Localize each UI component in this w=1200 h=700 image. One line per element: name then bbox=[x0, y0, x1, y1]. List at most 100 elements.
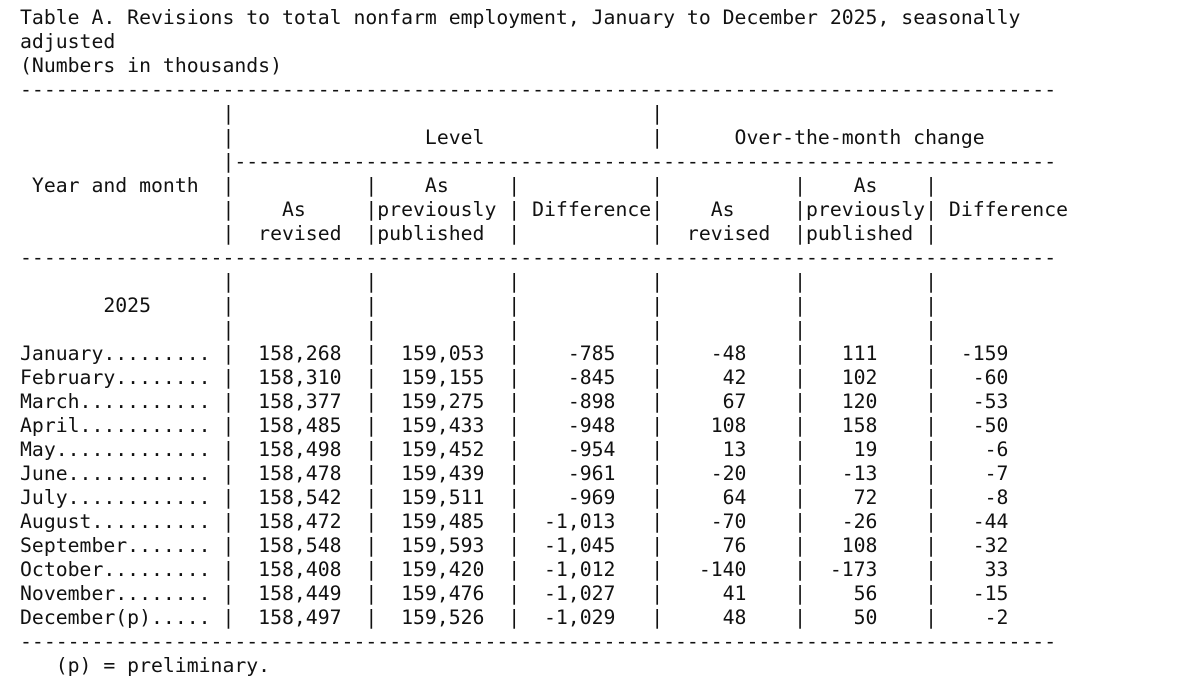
column-divider: | bbox=[508, 222, 521, 245]
column-divider: | bbox=[508, 462, 521, 485]
dot-leader: ..... bbox=[151, 606, 211, 629]
year-label: 2025 bbox=[103, 294, 151, 317]
column-divider: | bbox=[651, 414, 664, 437]
cell-level-as-revised: 158,310 bbox=[258, 366, 342, 389]
cell-level-as-revised: 158,478 bbox=[258, 462, 342, 485]
column-divider: | bbox=[365, 486, 378, 509]
column-divider: | bbox=[222, 342, 235, 365]
cell-otm-as-revised: -140 bbox=[698, 558, 747, 581]
column-divider: | bbox=[508, 414, 521, 437]
cell-level-as-revised: 158,498 bbox=[258, 438, 342, 461]
cell-otm-as-previously-published: 158 bbox=[841, 414, 878, 437]
table-title: Table A. Revisions to total nonfarm empl… bbox=[20, 6, 1021, 29]
cell-otm-as-previously-published: 111 bbox=[841, 342, 878, 365]
column-divider: | bbox=[222, 558, 235, 581]
column-divider: | bbox=[222, 270, 235, 293]
column-divider: | bbox=[651, 462, 664, 485]
header-level-as: As bbox=[424, 174, 449, 197]
cell-level-as-previously-published: 159,439 bbox=[401, 462, 485, 485]
table-title-continued: adjusted bbox=[20, 30, 116, 53]
cell-otm-as-revised: 41 bbox=[722, 582, 747, 605]
column-divider: | bbox=[651, 198, 664, 221]
column-divider: | bbox=[925, 174, 938, 197]
column-divider: | bbox=[925, 414, 938, 437]
row-month-label: August bbox=[20, 510, 92, 533]
cell-level-as-revised: 158,548 bbox=[258, 534, 342, 557]
dot-leader: ........ bbox=[115, 582, 211, 605]
column-divider: | bbox=[508, 510, 521, 533]
column-divider: | bbox=[365, 534, 378, 557]
column-divider: | bbox=[508, 294, 521, 317]
column-divider: | bbox=[222, 462, 235, 485]
cell-level-difference: -1,012 bbox=[543, 558, 616, 581]
column-divider: | bbox=[222, 606, 235, 629]
column-divider: | bbox=[651, 486, 664, 509]
cell-otm-difference: -7 bbox=[984, 462, 1009, 485]
column-divider: | bbox=[925, 606, 938, 629]
header-otm-as-revised: As bbox=[710, 198, 735, 221]
column-divider: | bbox=[365, 198, 378, 221]
column-divider: | bbox=[365, 390, 378, 413]
column-divider: | bbox=[651, 270, 664, 293]
row-month-label: November bbox=[20, 582, 116, 605]
cell-otm-difference: -15 bbox=[972, 582, 1009, 605]
row-month-label: May bbox=[20, 438, 56, 461]
column-divider: | bbox=[508, 270, 521, 293]
dot-leader: ......... bbox=[103, 558, 211, 581]
column-divider: | bbox=[365, 270, 378, 293]
column-divider: | bbox=[651, 558, 664, 581]
column-divider: | bbox=[508, 342, 521, 365]
cell-level-as-previously-published: 159,452 bbox=[401, 438, 485, 461]
column-divider: | bbox=[651, 318, 664, 341]
column-divider: | bbox=[794, 486, 807, 509]
cell-otm-difference: -50 bbox=[972, 414, 1009, 437]
column-divider: | bbox=[365, 510, 378, 533]
horizontal-rule: ----------------------------------------… bbox=[20, 630, 1057, 653]
column-divider: | bbox=[925, 390, 938, 413]
column-divider: | bbox=[222, 294, 235, 317]
column-divider: | bbox=[508, 534, 521, 557]
cell-otm-as-revised: -48 bbox=[710, 342, 747, 365]
header-over-the-month-change: Over-the-month change bbox=[734, 126, 985, 149]
column-divider: | bbox=[222, 510, 235, 533]
cell-level-as-previously-published: 159,526 bbox=[401, 606, 485, 629]
column-divider: | bbox=[794, 390, 807, 413]
cell-level-as-previously-published: 159,053 bbox=[401, 342, 485, 365]
column-divider: | bbox=[925, 318, 938, 341]
column-divider: | bbox=[651, 102, 664, 125]
cell-otm-as-previously-published: 120 bbox=[841, 390, 878, 413]
column-divider: | bbox=[365, 462, 378, 485]
column-divider: | bbox=[222, 534, 235, 557]
row-month-label: January bbox=[20, 342, 104, 365]
column-divider: | bbox=[365, 414, 378, 437]
cell-otm-as-previously-published: 50 bbox=[853, 606, 878, 629]
column-divider: | bbox=[794, 414, 807, 437]
header-level-published: published bbox=[377, 222, 485, 245]
cell-otm-as-previously-published: 56 bbox=[853, 582, 878, 605]
column-divider: | bbox=[222, 222, 235, 245]
cell-level-as-previously-published: 159,420 bbox=[401, 558, 485, 581]
cell-otm-difference: -32 bbox=[972, 534, 1009, 557]
column-divider: | bbox=[508, 390, 521, 413]
column-divider: | bbox=[794, 606, 807, 629]
cell-otm-as-revised: 67 bbox=[722, 390, 747, 413]
cell-otm-as-previously-published: -173 bbox=[829, 558, 878, 581]
column-divider: | bbox=[651, 342, 664, 365]
table-units-note: (Numbers in thousands) bbox=[20, 54, 283, 77]
row-month-label: March bbox=[20, 390, 80, 413]
dot-leader: ........... bbox=[79, 390, 211, 413]
column-divider: | bbox=[794, 558, 807, 581]
cell-level-as-revised: 158,472 bbox=[258, 510, 342, 533]
cell-level-difference: -954 bbox=[567, 438, 616, 461]
column-divider: | bbox=[794, 342, 807, 365]
cell-otm-as-previously-published: 102 bbox=[841, 366, 878, 389]
column-divider: | bbox=[365, 318, 378, 341]
column-divider: | bbox=[222, 366, 235, 389]
header-level-revised: revised bbox=[258, 222, 342, 245]
column-divider: | bbox=[365, 558, 378, 581]
cell-otm-as-previously-published: 19 bbox=[853, 438, 878, 461]
cell-otm-difference: -159 bbox=[960, 342, 1009, 365]
column-divider: | bbox=[794, 294, 807, 317]
dot-leader: ........ bbox=[115, 366, 211, 389]
row-month-label: February bbox=[20, 366, 116, 389]
